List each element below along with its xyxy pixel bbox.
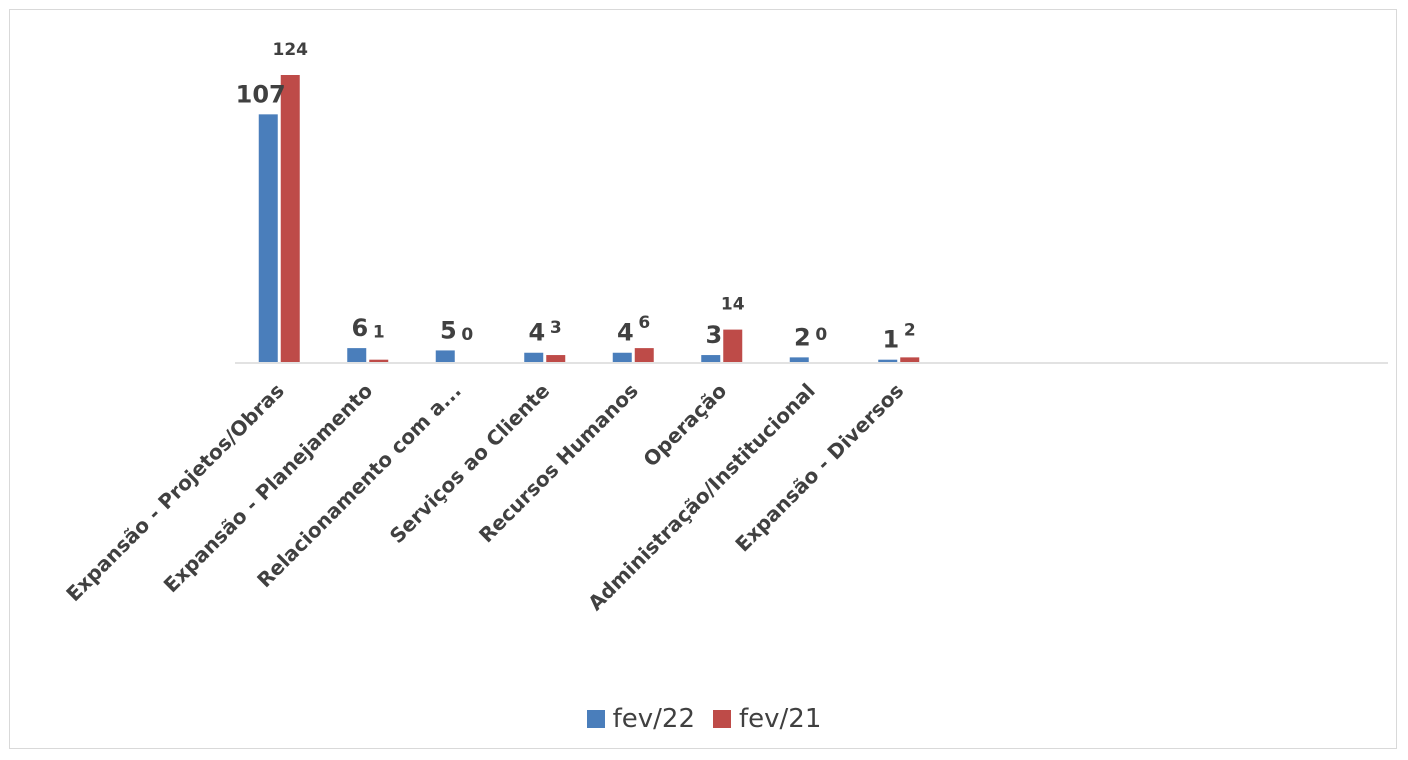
bar-2-0 xyxy=(280,75,300,362)
bar-2-1 xyxy=(369,359,389,362)
bar-2-7 xyxy=(900,357,920,362)
legend-label-series-1: fev/22 xyxy=(612,704,695,734)
data-label-1-3: 4 xyxy=(529,319,546,347)
bar-2-5 xyxy=(723,329,743,362)
data-label-1-2: 5 xyxy=(440,316,457,344)
bar-1-0 xyxy=(258,114,278,362)
data-label-1-0: 107 xyxy=(236,80,286,108)
bar-1-2 xyxy=(435,350,455,362)
data-label-2-7: 2 xyxy=(904,320,916,340)
data-label-2-3: 3 xyxy=(550,318,562,338)
legend-item-series-2: fev/21 xyxy=(713,704,821,734)
bar-2-3 xyxy=(546,355,566,362)
data-label-2-2: 0 xyxy=(461,325,473,345)
bar-1-4 xyxy=(612,352,632,362)
category-label-5: Operação xyxy=(638,379,731,472)
legend-item-series-1: fev/22 xyxy=(586,704,695,734)
category-label-3: Serviços ao Cliente xyxy=(385,379,554,548)
bar-1-7 xyxy=(878,359,898,362)
bars-group xyxy=(258,75,920,362)
bar-1-3 xyxy=(524,352,544,362)
data-label-1-6: 2 xyxy=(794,323,811,351)
data-label-1-1: 6 xyxy=(352,314,369,342)
bar-1-6 xyxy=(789,357,809,362)
bar-2-4 xyxy=(634,348,654,362)
data-label-1-5: 3 xyxy=(706,321,723,349)
bar-1-1 xyxy=(347,348,367,362)
data-label-2-1: 1 xyxy=(373,323,385,343)
data-label-2-4: 6 xyxy=(638,313,650,333)
category-label-4: Recursos Humanos xyxy=(474,379,643,548)
data-label-1-7: 1 xyxy=(883,326,900,354)
data-label-1-4: 4 xyxy=(617,319,634,347)
data-label-2-0: 124 xyxy=(273,40,309,60)
bar-1-5 xyxy=(701,355,721,362)
chart-frame xyxy=(9,9,1397,749)
category-label-7: Expansão - Diversos xyxy=(730,379,908,557)
legend-swatch-series-2 xyxy=(713,710,731,728)
legend-label-series-2: fev/21 xyxy=(739,704,822,734)
data-label-2-5: 14 xyxy=(721,295,745,315)
data-label-2-6: 0 xyxy=(815,325,827,345)
legend: fev/22 fev/21 xyxy=(0,704,1408,734)
legend-swatch-series-1 xyxy=(586,710,605,728)
